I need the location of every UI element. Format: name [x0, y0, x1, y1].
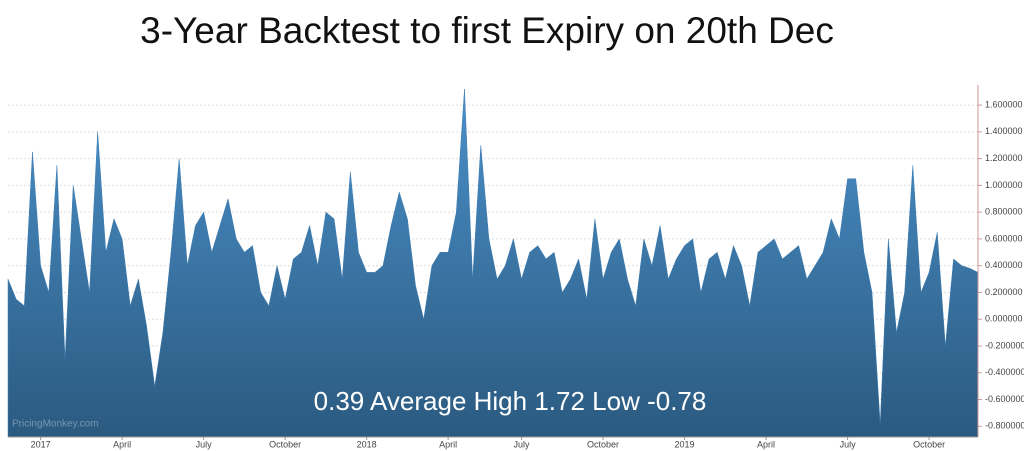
x-tick-label: April — [113, 439, 131, 449]
x-tick-label: 2017 — [31, 439, 51, 449]
y-tick-label: 1.600000 — [985, 99, 1023, 109]
watermark: PricingMonkey.com — [12, 419, 99, 430]
x-tick-label: October — [913, 439, 945, 449]
x-tick-label: October — [269, 439, 301, 449]
y-tick-label: 0.800000 — [985, 207, 1023, 217]
y-tick-label: 0.000000 — [985, 314, 1023, 324]
x-tick-label: July — [840, 439, 857, 449]
x-tick-label: July — [196, 439, 213, 449]
x-tick-label: July — [514, 439, 531, 449]
x-tick-label: October — [587, 439, 619, 449]
y-tick-label: 1.000000 — [985, 180, 1023, 190]
y-tick-label: -0.800000 — [985, 421, 1024, 431]
y-tick-label: -0.400000 — [985, 367, 1024, 377]
chart-title: 3-Year Backtest to first Expiry on 20th … — [140, 10, 834, 51]
x-tick-label: April — [439, 439, 457, 449]
area — [7, 89, 979, 438]
x-tick-label: April — [757, 439, 775, 449]
annotation: 0.39 Average High 1.72 Low -0.78 — [314, 386, 707, 416]
y-tick-label: 0.200000 — [985, 287, 1023, 297]
y-tick-label: -0.200000 — [985, 340, 1024, 350]
y-tick-label: -0.600000 — [985, 394, 1024, 404]
y-tick-label: 0.400000 — [985, 260, 1023, 270]
y-tick-label: 1.400000 — [985, 126, 1023, 136]
y-tick-label: 0.600000 — [985, 233, 1023, 243]
x-tick-label: 2018 — [357, 439, 377, 449]
y-tick-label: 1.200000 — [985, 153, 1023, 163]
x-tick-label: 2019 — [675, 439, 695, 449]
